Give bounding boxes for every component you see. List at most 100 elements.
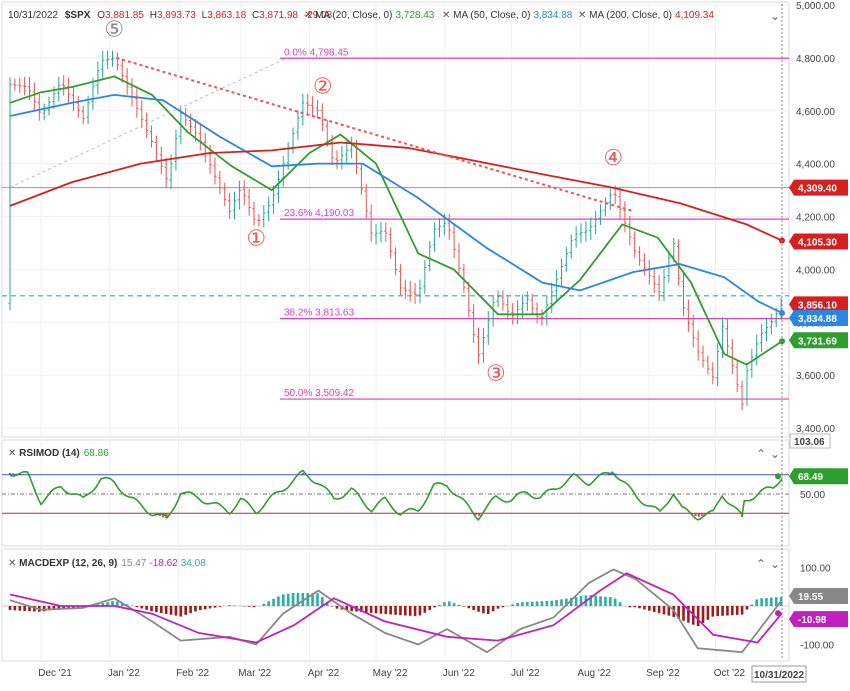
volume-tag: 103.06 (794, 437, 825, 448)
rsi-axis-label: 50.00 (800, 490, 825, 501)
header-ohlc-c-label: C (252, 10, 259, 21)
macd-histogram-bar (423, 606, 427, 613)
macd-histogram-bar (228, 605, 231, 606)
macd-histogram-bar (433, 606, 436, 608)
macd-histogram-bar (140, 606, 144, 609)
x-axis-label: Feb '22 (176, 668, 209, 679)
x-axis-label: Oct '22 (714, 668, 746, 679)
macd-histogram-bar (550, 600, 554, 606)
macd-histogram-bar (667, 606, 671, 616)
macd-move-up-icon[interactable]: ⌃ (756, 557, 766, 571)
macd-signal-end-dot (775, 610, 781, 617)
macd-tag: 19.55 (798, 592, 823, 603)
macd-histogram-bar (8, 606, 12, 611)
axes: Dec '21 Jan '22 Feb '22 Mar '22 Apr '22 May '… (38, 1, 835, 683)
macd-move-down-icon[interactable]: ⌄ (770, 557, 780, 571)
macd-histogram-bar (203, 606, 207, 610)
macd-histogram-bar (716, 606, 719, 617)
header-open: 3,881.85 (105, 10, 144, 21)
macd-histogram-bar (335, 606, 339, 609)
header-ohlc-o-label: O (97, 10, 105, 21)
macd-indicator (2, 568, 789, 654)
price-axis-label: 4,400.00 (796, 160, 835, 171)
macd-value: 15.47 (121, 558, 146, 569)
price-tag-bg (789, 296, 848, 313)
rsi-panel-frame (1, 439, 790, 547)
rsi-move-up-icon[interactable]: ⌃ (756, 447, 766, 461)
ma200-legend[interactable]: ✕ MA (200, Close, 0) 4,109.34 (578, 10, 714, 21)
header-date: 10/31/2022 (8, 10, 58, 21)
macd-histogram-bar (467, 606, 471, 609)
macd-histogram-bar (57, 606, 61, 609)
rsi-line (9, 469, 783, 522)
macd-histogram-bar (540, 601, 544, 606)
macd-histogram-bar (628, 606, 632, 608)
macd-histogram-bar (218, 606, 222, 607)
macd-histogram-bar (731, 606, 734, 616)
price-axis-label: 4,000.00 (796, 265, 835, 276)
macd-histogram-bar (404, 606, 407, 616)
macd-histogram-bar (687, 606, 690, 623)
price-bars (8, 50, 783, 410)
fib-level-label: 50.0% 3,509.42 (284, 388, 354, 399)
macd-histogram-bar (472, 606, 475, 610)
macd-histogram-bar (369, 606, 373, 613)
ma20-legend[interactable]: ✕ MA (20, Close, 0) 3,728.43 (304, 10, 435, 21)
macd-histogram-bar (750, 604, 754, 606)
x-axis-label: Apr '22 (308, 668, 340, 679)
macd-histogram-bar (740, 606, 744, 615)
grid (2, 4, 789, 660)
macd-histogram-bar (13, 606, 17, 611)
collapse-chevron-icon[interactable]: ⌄ (770, 9, 780, 23)
price-axis-label: 3,600.00 (796, 371, 835, 382)
macd-histogram-bar (486, 606, 490, 614)
macd-histogram-bar (164, 606, 168, 614)
macd-histogram-bar (613, 598, 617, 606)
price-tag-bg (789, 179, 848, 196)
macd-histogram-bar (252, 606, 256, 608)
macd-histogram-bar (633, 606, 636, 608)
price-tag: 4,309.40 (798, 184, 837, 195)
macd-histogram-bar (462, 606, 466, 607)
macd-histogram-bar (33, 606, 36, 612)
macd-histogram-bar (374, 606, 378, 614)
macd-histogram-bar (418, 606, 422, 616)
fibonacci-levels: 0.0% 4,798.45 23.6% 4,190.03 38.2% 3,813.6… (2, 47, 789, 400)
macd-histogram-bar (477, 606, 480, 612)
rsi-header: ✕ RSIMOD (14) 68.86 (8, 448, 109, 459)
macd-histogram-bar (174, 606, 178, 616)
macd-histogram-bar (399, 606, 402, 616)
macd-histogram-bar (516, 603, 519, 606)
macd-histogram-bar (179, 606, 183, 617)
header-close: 3,871.98 (259, 10, 298, 21)
wave-label: ② (313, 74, 333, 99)
ma50-legend[interactable]: ✕ MA (50, Close, 0) 3,834.88 (442, 10, 573, 21)
price-axis-label: 4,800.00 (796, 54, 835, 65)
rsi-value: 68.86 (84, 448, 109, 459)
x-axis-label: Jan '22 (108, 668, 140, 679)
macd-histogram-bar (96, 604, 100, 606)
header-symbol: $SPX (65, 10, 91, 21)
header-change: -29.08 (304, 10, 333, 21)
macd-histogram-bar (701, 606, 705, 623)
macd-histogram-bar (42, 606, 46, 612)
macd-histogram-bar (247, 606, 251, 607)
macd-signal-value: -18.62 (149, 558, 178, 569)
macd-histogram-bar (345, 606, 349, 611)
macd-tag-bg (789, 588, 848, 605)
macd-histogram-bar (120, 602, 124, 606)
macd-histogram-bar (316, 593, 319, 606)
macd-histogram-bar (526, 601, 529, 606)
macd-histogram-bar (169, 606, 173, 615)
ma20-line (9, 75, 783, 366)
macd-histogram-bar (28, 606, 31, 612)
macd-histogram-bar (457, 604, 461, 606)
macd-histogram-bar (482, 606, 485, 614)
macd-histogram-bar (364, 606, 368, 613)
macd-histogram-bar (384, 606, 388, 615)
rsi-tag-bg (789, 468, 848, 485)
rsi-move-down-icon[interactable]: ⌄ (770, 447, 780, 461)
macd-histogram-bar (706, 606, 710, 620)
price-axis-label: 5,000.00 (796, 1, 835, 12)
